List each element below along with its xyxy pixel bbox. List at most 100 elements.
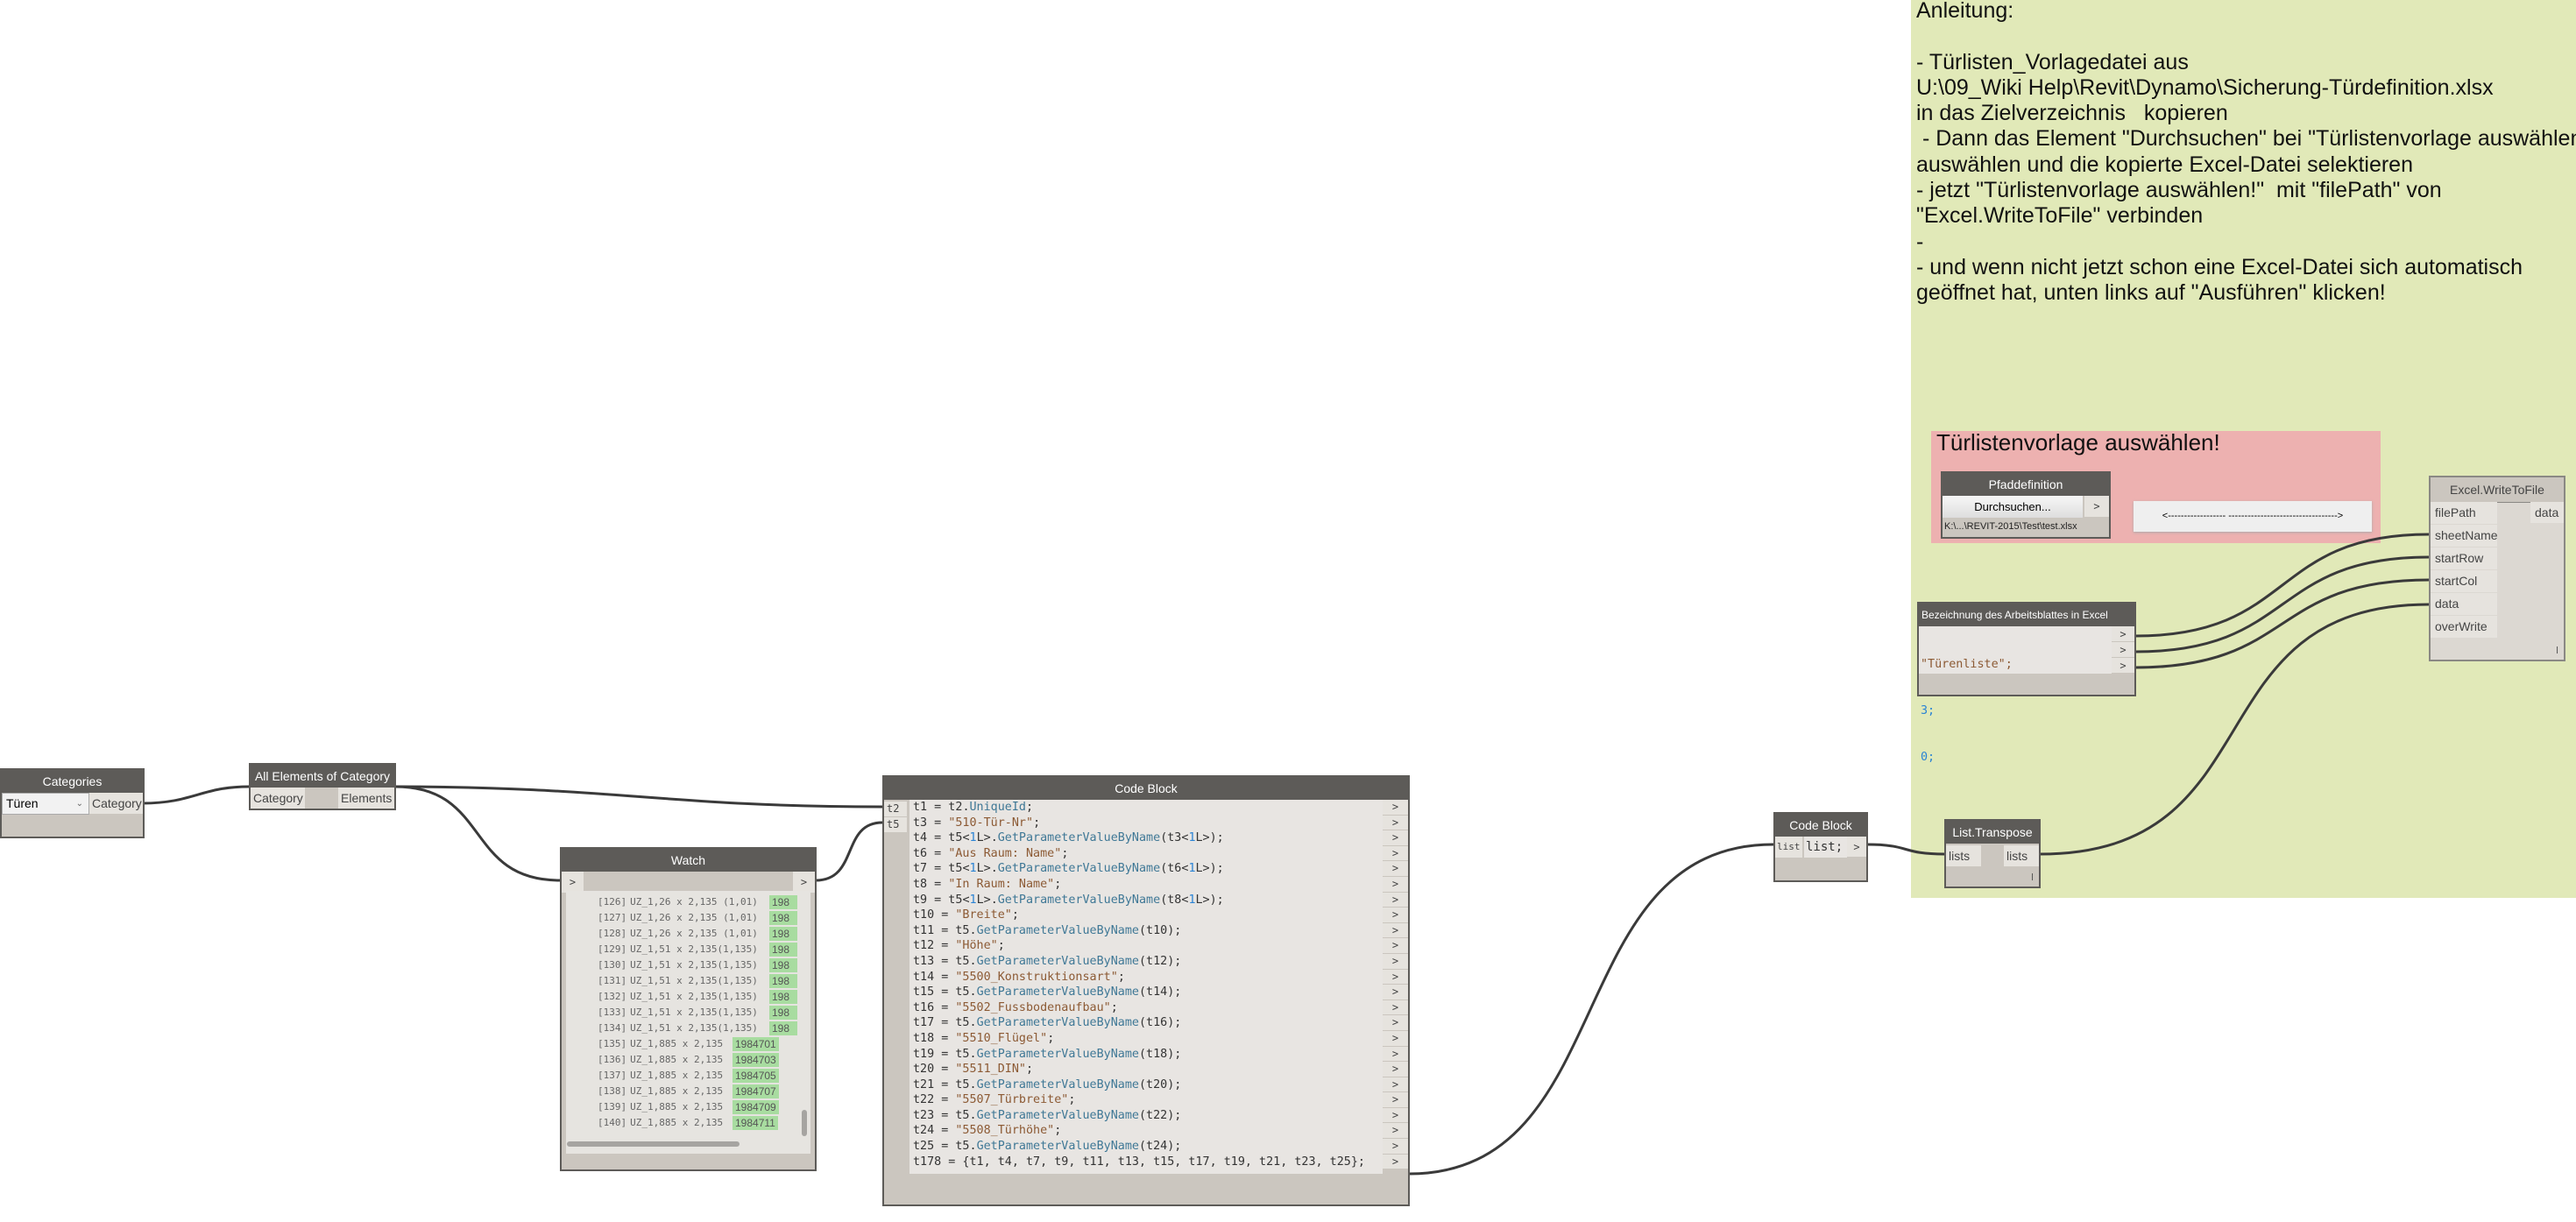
output-port[interactable]: > bbox=[1847, 837, 1866, 858]
output-port[interactable]: > bbox=[1383, 861, 1408, 877]
node-title: Code Block bbox=[884, 777, 1408, 800]
input-port-startrow[interactable]: startRow bbox=[2431, 547, 2497, 569]
input-port-data[interactable]: data bbox=[2431, 593, 2497, 615]
output-port[interactable]: > bbox=[1383, 845, 1408, 862]
item-id: 1984709 bbox=[732, 1100, 779, 1114]
output-port[interactable]: > bbox=[1383, 1030, 1408, 1047]
item-label: UZ_1,51 x 2,135(1,135) bbox=[630, 959, 758, 971]
file-path-value: K:\...\REVIT-2015\Test\test.xlsx bbox=[1944, 521, 2077, 532]
code-line: 3; bbox=[1921, 703, 1936, 717]
item-id: 198 bbox=[769, 990, 797, 1004]
output-port-data[interactable]: data bbox=[2530, 502, 2564, 523]
small-code-block-node[interactable]: Code Block list list; > bbox=[1773, 812, 1868, 882]
code-line: t17 = t5.GetParameterValueByName(t16); bbox=[913, 1016, 1182, 1030]
output-port[interactable]: > bbox=[1383, 1107, 1408, 1124]
pfaddefinition-node[interactable]: Pfaddefinition Durchsuchen... > K:\...\R… bbox=[1941, 471, 2111, 539]
vertical-scrollbar[interactable] bbox=[802, 1110, 807, 1136]
item-id: 1984705 bbox=[732, 1069, 779, 1083]
input-port-sheetname[interactable]: sheetName bbox=[2431, 525, 2498, 547]
output-port[interactable]: > bbox=[1383, 1015, 1408, 1031]
horizontal-scrollbar[interactable] bbox=[567, 1141, 740, 1147]
output-port[interactable]: > bbox=[1383, 800, 1408, 816]
item-id: 1984701 bbox=[732, 1037, 779, 1051]
wire-codeblock-to-small-codeblock bbox=[1408, 843, 1774, 1176]
input-port[interactable]: > bbox=[562, 872, 584, 894]
note-line bbox=[1916, 24, 2576, 49]
wire-elements-to-codeblock bbox=[394, 785, 883, 809]
code-editor[interactable]: t1 = t2.UniqueId; t3 = "510-Tür-Nr"; t4 = … bbox=[909, 800, 1383, 1174]
input-port-category[interactable]: Category bbox=[251, 788, 305, 809]
browse-button[interactable]: Durchsuchen... bbox=[1943, 496, 2083, 518]
output-port-3[interactable]: > bbox=[2112, 658, 2134, 674]
output-port[interactable]: > bbox=[1383, 830, 1408, 846]
output-port[interactable]: > bbox=[1383, 1077, 1408, 1093]
output-port[interactable]: > bbox=[1383, 985, 1408, 1000]
item-label: UZ_1,51 x 2,135(1,135) bbox=[630, 1022, 758, 1034]
input-port-t2[interactable]: t2 bbox=[884, 802, 907, 816]
item-id: 198 bbox=[769, 1006, 797, 1020]
output-port-elements[interactable]: Elements bbox=[338, 788, 394, 809]
input-port-list[interactable]: list bbox=[1775, 837, 1802, 858]
output-port-1[interactable]: > bbox=[2112, 626, 2134, 642]
excel-write-to-file-node[interactable]: Excel.WriteToFile filePath sheetName start… bbox=[2429, 476, 2565, 661]
output-port[interactable]: > bbox=[1383, 876, 1408, 893]
watch-list-item: [134] UZ_1,51 x 2,135(1,135) 198 bbox=[566, 1021, 798, 1036]
input-port-lists[interactable]: lists bbox=[1946, 845, 1981, 866]
input-port-overwrite[interactable]: overWrite bbox=[2431, 616, 2497, 638]
output-port[interactable]: > bbox=[1383, 892, 1408, 908]
code-editor[interactable]: list; bbox=[1804, 837, 1847, 858]
output-port[interactable]: > bbox=[1383, 999, 1408, 1016]
item-label: UZ_1,51 x 2,135(1,135) bbox=[630, 1007, 758, 1018]
output-port-category[interactable]: Category bbox=[89, 793, 143, 814]
output-port-2[interactable]: > bbox=[2112, 642, 2134, 658]
output-port[interactable]: > bbox=[2084, 496, 2109, 518]
output-port[interactable]: > bbox=[1383, 938, 1408, 954]
item-label: UZ_1,885 x 2,135 bbox=[630, 1054, 724, 1065]
list-transpose-node[interactable]: List.Transpose lists lists l bbox=[1944, 819, 2041, 888]
item-id: 198 bbox=[769, 895, 797, 909]
input-port-t5[interactable]: t5 bbox=[884, 817, 907, 832]
sheet-name-code-block[interactable]: Bezeichnung des Arbeitsblattes in Excel … bbox=[1917, 602, 2136, 764]
input-port-startcol[interactable]: startCol bbox=[2431, 570, 2497, 592]
input-port-filepath[interactable]: filePath bbox=[2431, 502, 2497, 524]
item-label: UZ_1,26 x 2,135 (1,01) bbox=[630, 928, 758, 939]
output-port[interactable]: > bbox=[1383, 922, 1408, 939]
code-line: t4 = t5<1L>.GetParameterValueByName(t3<1… bbox=[913, 831, 1224, 845]
note-line: - Türlisten_Vorlagedatei aus bbox=[1916, 49, 2189, 74]
item-index: [135] bbox=[598, 1038, 627, 1049]
watch-node[interactable]: Watch > > [126] UZ_1,26 x 2,135 (1,01) 198… bbox=[560, 847, 817, 1171]
item-index: [132] bbox=[598, 991, 627, 1002]
watch-list-item: [133] UZ_1,51 x 2,135(1,135) 198 bbox=[566, 1005, 798, 1021]
note-line: geöffnet hat, unten links auf "Ausführen… bbox=[1916, 280, 2386, 306]
output-port[interactable]: > bbox=[1383, 953, 1408, 970]
output-port[interactable]: > bbox=[1383, 1123, 1408, 1140]
note-line: - und wenn nicht jetzt schon eine Excel-… bbox=[1916, 254, 2523, 279]
note-line: in das Zielverzeichnis kopieren bbox=[1916, 101, 2228, 126]
item-label: UZ_1,885 x 2,135 bbox=[630, 1117, 724, 1128]
wire-watch-to-codeblock bbox=[815, 821, 883, 882]
watch-list-item: [131] UZ_1,51 x 2,135(1,135) 198 bbox=[566, 973, 798, 989]
watch-list[interactable]: [126] UZ_1,26 x 2,135 (1,01) 198 [127] UZ_1,… bbox=[566, 891, 810, 1154]
categories-node[interactable]: Categories Türen ⌄ Category bbox=[0, 768, 145, 838]
output-port[interactable]: > bbox=[1383, 969, 1408, 985]
output-port[interactable]: > bbox=[1383, 1139, 1408, 1155]
output-port[interactable]: > bbox=[1383, 1046, 1408, 1063]
watch-list-item: [127] UZ_1,26 x 2,135 (1,01) 198 bbox=[566, 910, 798, 926]
code-line: t24 = "5508_Türhöhe"; bbox=[913, 1124, 1062, 1138]
item-label: UZ_1,885 x 2,135 bbox=[630, 1101, 724, 1113]
output-port[interactable]: > bbox=[1383, 1154, 1408, 1170]
category-dropdown[interactable]: Türen ⌄ bbox=[2, 793, 89, 815]
lacing-indicator[interactable]: l bbox=[2030, 872, 2034, 883]
output-port[interactable]: > bbox=[1383, 908, 1408, 923]
lacing-indicator[interactable]: l bbox=[2555, 645, 2558, 656]
code-block-node[interactable]: Code Block t2 t5 t1 = t2.UniqueId; t3 = "… bbox=[882, 775, 1410, 1206]
output-port[interactable]: > bbox=[1383, 815, 1408, 831]
output-port[interactable]: > bbox=[1383, 1062, 1408, 1077]
arrow-note[interactable]: <------------------ --------------------… bbox=[2134, 501, 2372, 532]
code-editor[interactable]: "Türenliste"; 3; 0; bbox=[1919, 626, 2113, 764]
output-port-lists[interactable]: lists bbox=[2004, 845, 2039, 866]
output-port[interactable]: > bbox=[1383, 1092, 1408, 1108]
node-title: Excel.WriteToFile bbox=[2431, 477, 2564, 503]
all-elements-node[interactable]: All Elements of Category Category Elemen… bbox=[249, 763, 396, 810]
code-line: t23 = t5.GetParameterValueByName(t22); bbox=[913, 1108, 1182, 1122]
